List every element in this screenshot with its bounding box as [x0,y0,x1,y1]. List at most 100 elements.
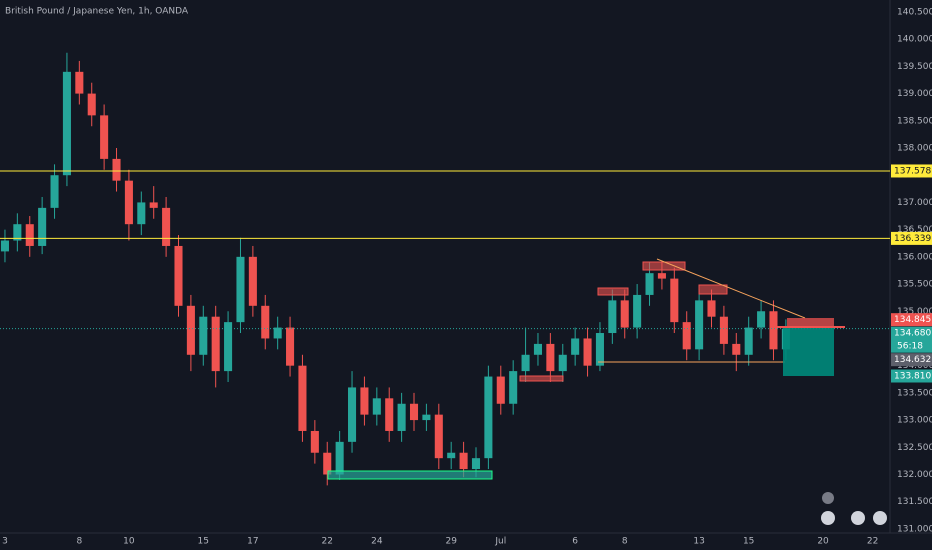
avatars[interactable] [821,492,887,525]
candle-body [50,175,59,208]
y-tick-label: 140.000 [897,35,932,45]
candle-body [360,387,369,415]
candle-body [385,398,394,431]
candle-body [757,311,766,328]
chart-title: British Pound / Japanese Yen, 1h, OANDA [5,7,189,17]
candle-body [13,224,22,241]
candle-body [471,458,481,470]
x-tick-label: 6 [572,537,578,547]
candle-body [186,305,195,355]
price-label: 136.339 [894,234,931,244]
avatar[interactable] [873,511,887,525]
price-label: 137.578 [894,166,931,176]
avatar[interactable] [851,511,865,525]
price-label-box [891,164,932,178]
price-label-box [891,353,932,367]
candle-body [670,278,679,323]
candle-body [571,338,580,355]
price-label: 134.845 [894,315,931,325]
candle-body [261,305,270,339]
candle-body [459,452,468,470]
x-tick-label: 22 [322,537,333,547]
candle-body [521,354,530,372]
y-tick-label: 139.000 [897,89,932,99]
resistance-zone [642,261,686,271]
price-label-box [891,231,932,245]
candle-body [25,224,34,246]
candle-body [211,316,220,372]
x-tick-label: 29 [445,537,457,547]
candle-body [422,414,431,421]
y-tick-label: 132.000 [897,470,932,480]
y-tick-label: 133.000 [897,416,932,426]
support-zone [327,470,493,480]
y-tick-label: 132.500 [897,443,932,453]
candle-body [484,376,493,459]
candle-body [0,240,9,252]
candle-body [608,300,617,334]
candle-body [509,371,518,404]
candle-body [620,300,629,328]
candle-body [744,327,753,355]
candle-body [633,294,642,328]
x-tick-label: Jul [494,537,506,547]
candle-body [447,452,456,459]
candle-body [397,403,406,431]
x-tick-label: 17 [247,537,258,547]
price-label-box [891,313,932,327]
candle-body [62,71,71,176]
y-tick-label: 140.500 [897,7,932,17]
y-tick-label: 133.500 [897,388,932,398]
candle-body [38,207,47,246]
candle-body [87,93,96,116]
y-tick-label: 137.000 [897,198,932,208]
stop-zone [787,318,834,328]
y-tick-label: 138.500 [897,116,932,126]
y-tick-label: 139.500 [897,62,932,72]
candle-body [335,441,344,475]
resistance-zone [698,284,728,295]
candle-body [348,387,357,442]
candle-body [298,365,307,431]
resistance-zone [597,287,629,296]
candle-body [732,343,741,355]
candle-body [149,202,158,208]
candle-body [100,115,109,159]
candle-body [236,256,245,323]
candle-body [645,273,654,295]
countdown: 56:18 [897,342,923,352]
avatar[interactable] [822,492,834,504]
candle-body [162,207,171,246]
price-label: 134.632 [894,355,931,365]
candle-body [657,273,666,279]
x-tick-label: 20 [817,537,829,547]
candle-body [769,311,778,350]
candle-body [434,414,443,459]
candle-body [124,180,133,225]
candle-body [323,452,332,475]
avatar[interactable] [821,511,835,525]
candle-body [409,403,419,421]
x-tick-label: 15 [198,537,209,547]
price-axis [890,0,932,550]
candle-body [75,71,84,94]
trend-line [656,258,806,319]
x-tick-label: 3 [2,537,8,547]
y-tick-label: 131.000 [897,524,932,534]
price-label-box [891,326,932,353]
candle-body [595,333,604,366]
x-tick-label: 10 [123,537,135,547]
y-tick-label: 131.500 [897,497,932,507]
x-tick-label: 8 [76,537,82,547]
candle-body [719,316,728,344]
candle-body [224,322,233,372]
x-tick-label: 15 [743,537,754,547]
candle-body [174,245,183,306]
x-tick-label: 22 [867,537,878,547]
y-tick-label: 136.000 [897,252,932,262]
candle-body [310,430,319,453]
y-tick-label: 138.000 [897,144,932,154]
candle-body [137,202,146,225]
